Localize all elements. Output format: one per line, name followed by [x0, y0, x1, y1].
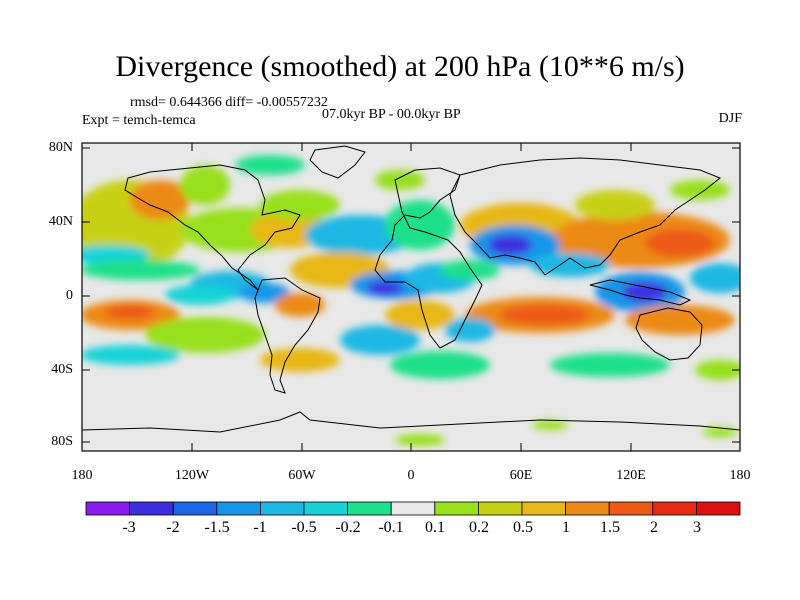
map-frame — [81, 142, 741, 452]
stats-text: rmsd= 0.644366 diff= -0.00557232 — [130, 95, 328, 110]
lon-label-180w: 180 — [71, 468, 93, 483]
colorbar-label: 0.1 — [425, 519, 445, 536]
lon-label-60e: 60E — [509, 468, 533, 483]
europe-africa-outline — [374, 167, 483, 349]
colorbar-swatch — [85, 501, 130, 516]
colorbar-label: 2 — [650, 519, 658, 536]
colorbar-label: -2 — [166, 519, 180, 536]
colorbar-label: -0.5 — [291, 519, 317, 536]
asia-outline — [449, 157, 721, 276]
colorbar-label: -1 — [253, 519, 267, 536]
colorbar-label: -3 — [122, 519, 136, 536]
colorbar-label: 0.2 — [469, 519, 489, 536]
australia-outline — [635, 307, 703, 361]
divergence-field — [82, 155, 740, 446]
colorbar-swatch — [216, 501, 261, 516]
colorbar-swatch — [477, 501, 523, 516]
colorbar-swatch — [434, 501, 479, 516]
colorbar-swatch — [347, 501, 392, 516]
colorbar-swatch — [129, 501, 174, 516]
colorbar-swatch — [696, 501, 741, 516]
colorbar-swatch — [652, 501, 697, 516]
colorbar-label: -0.2 — [335, 519, 361, 536]
lat-label-0: 0 — [66, 288, 73, 303]
colorbar-swatch — [390, 501, 436, 516]
colorbar-swatch — [521, 501, 566, 516]
colorbar-label: 1 — [562, 519, 570, 536]
lat-label-80n: 80N — [48, 140, 73, 155]
colorbar-label: -1.5 — [204, 519, 230, 536]
experiment-label: Expt = temch-temca — [82, 113, 196, 128]
north-america-outline — [124, 164, 301, 291]
lat-label-40n: 40N — [48, 214, 73, 229]
colorbar-label: 1.5 — [600, 519, 620, 536]
colorbar-swatch — [259, 501, 305, 516]
south-america-outline — [254, 277, 321, 394]
colorbar-label: -0.1 — [378, 519, 404, 536]
lon-label-0: 0 — [407, 468, 415, 483]
lat-label-40s: 40S — [51, 362, 73, 377]
lon-label-120e: 120E — [616, 468, 646, 483]
lon-label-120w: 120W — [174, 468, 210, 483]
greenland-outline — [309, 145, 366, 179]
lon-label-180e: 180 — [729, 468, 751, 483]
lon-label-60w: 60W — [288, 468, 316, 483]
colorbar-swatch — [608, 501, 654, 516]
colorbar-swatch — [303, 501, 348, 516]
indonesia-outline — [589, 279, 692, 306]
coastlines — [82, 145, 740, 433]
season-label: DJF — [718, 111, 742, 126]
colorbar-swatch — [172, 501, 218, 516]
colorbar-label: 0.5 — [513, 519, 533, 536]
colorbar-swatch — [565, 501, 610, 516]
antarctica-outline — [82, 411, 740, 433]
lat-label-80s: 80S — [51, 434, 73, 449]
colorbar — [85, 501, 741, 516]
period-label: 07.0kyr BP - 00.0kyr BP — [322, 107, 461, 122]
chart-title: Divergence (smoothed) at 200 hPa (10**6 … — [115, 50, 685, 83]
colorbar-label: 3 — [693, 519, 701, 536]
